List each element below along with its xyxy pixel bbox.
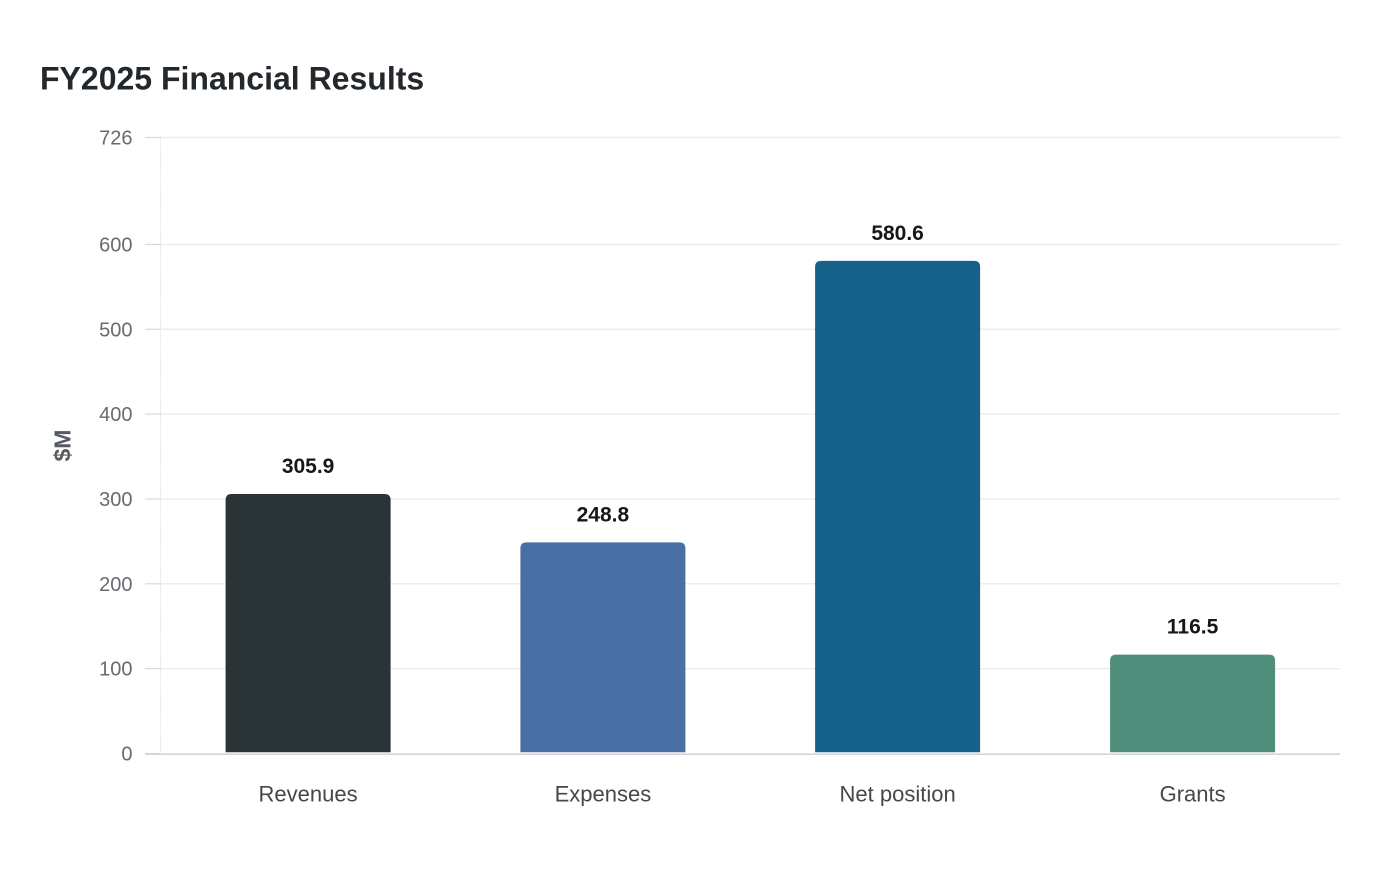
- svg-text:500: 500: [99, 319, 132, 341]
- svg-text:726: 726: [99, 128, 132, 150]
- svg-text:248.8: 248.8: [577, 503, 630, 526]
- svg-text:200: 200: [99, 574, 132, 596]
- svg-text:100: 100: [99, 659, 132, 681]
- svg-text:$M: $M: [50, 430, 76, 462]
- svg-text:Grants: Grants: [1160, 781, 1226, 806]
- svg-text:Net position: Net position: [840, 781, 956, 806]
- svg-text:FY2025 Financial Results: FY2025 Financial Results: [40, 61, 424, 97]
- svg-text:600: 600: [99, 234, 132, 256]
- svg-text:400: 400: [99, 404, 132, 426]
- svg-text:Revenues: Revenues: [259, 781, 358, 806]
- svg-text:305.9: 305.9: [282, 455, 335, 478]
- svg-text:Expenses: Expenses: [555, 781, 652, 806]
- svg-text:580.6: 580.6: [871, 222, 924, 245]
- svg-text:0: 0: [121, 744, 132, 766]
- svg-text:116.5: 116.5: [1167, 616, 1219, 639]
- svg-text:300: 300: [99, 489, 132, 511]
